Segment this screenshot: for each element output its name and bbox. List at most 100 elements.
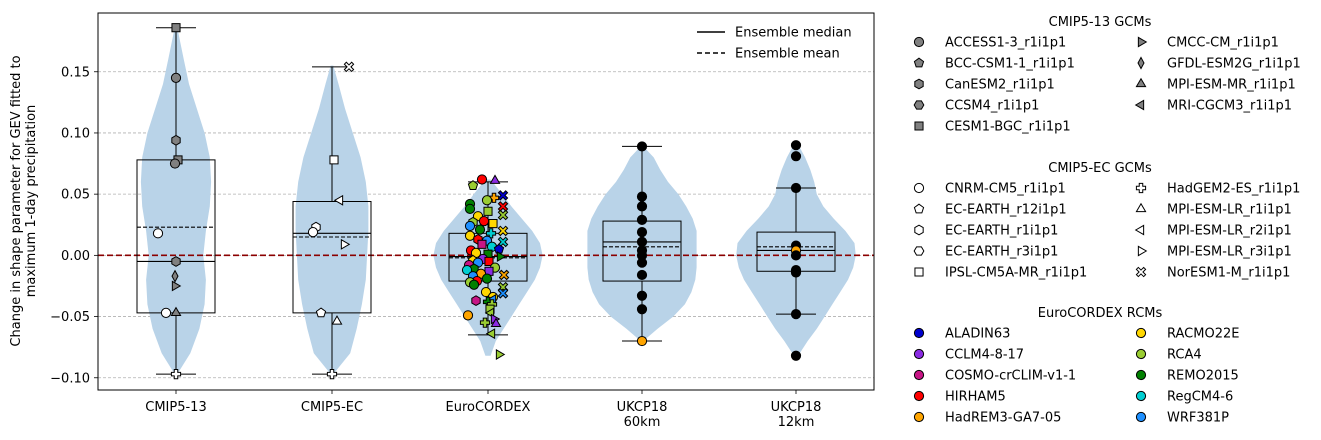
- plot-frame: [97, 12, 875, 391]
- legend-entry-label: MPI-ESM-MR_r1i1p1: [1167, 78, 1296, 93]
- box: [292, 201, 372, 314]
- data-point: [462, 310, 474, 321]
- data-point: [496, 251, 507, 263]
- legend-marker: [1135, 327, 1147, 339]
- data-point: [790, 140, 802, 151]
- legend-entry-label: CESM1-BGC_r1i1p1: [945, 120, 1071, 135]
- x-tick-label: CMIP5-EC: [301, 400, 363, 415]
- data-point: [152, 228, 164, 239]
- y-tick-label: −0.05: [50, 310, 90, 325]
- data-point: [485, 228, 497, 239]
- x-tick-label-line: UKCP18: [617, 400, 668, 415]
- legend-entry-label: CanESM2_r1i1p1: [945, 78, 1055, 93]
- legend-marker: [1134, 224, 1145, 236]
- data-point: [636, 191, 648, 202]
- data-point: [636, 304, 648, 315]
- legend-marker: [1135, 348, 1147, 360]
- data-point: [171, 134, 181, 146]
- data-point: [636, 290, 648, 301]
- legend-section-title: EuroCORDEX RCMs: [1038, 306, 1163, 321]
- legend-entry-label: CMCC-CM_r1i1p1: [1167, 36, 1279, 51]
- legend-marker: [913, 369, 925, 381]
- legend-marker: [1135, 411, 1147, 423]
- data-point: [481, 195, 493, 206]
- data-point: [474, 224, 486, 235]
- data-point: [476, 174, 488, 185]
- data-point: [636, 336, 648, 347]
- data-point: [483, 206, 493, 216]
- data-point: [790, 151, 802, 162]
- legend-marker: [913, 246, 925, 256]
- legend-marker: [913, 203, 925, 214]
- data-point: [333, 194, 344, 206]
- data-point: [790, 350, 802, 361]
- x-tick-label-line: 12km: [778, 415, 815, 430]
- data-point: [488, 218, 498, 229]
- x-tick-label-line: UKCP18: [771, 400, 822, 415]
- data-point: [497, 190, 509, 201]
- data-point: [170, 368, 182, 380]
- x-tick-label-line: EuroCORDEX: [446, 400, 531, 415]
- legend-entry-label: EC-EARTH_r3i1p1: [945, 245, 1058, 260]
- legend-entry-label: REMO2015: [1167, 369, 1239, 384]
- legend-marker: [1135, 266, 1147, 278]
- legend-marker: [913, 390, 925, 402]
- legend-marker: [914, 267, 924, 277]
- data-point: [464, 220, 476, 232]
- data-point: [171, 269, 179, 283]
- legend-section-title: CMIP5-13 GCMs: [1049, 15, 1152, 30]
- x-tick-label: CMIP5-13: [145, 400, 206, 415]
- violin: [295, 65, 369, 375]
- data-point: [497, 287, 509, 299]
- legend-marker: [914, 78, 924, 90]
- data-point: [485, 328, 496, 340]
- data-point: [464, 203, 476, 214]
- axes: −0.10 −0.05 0.00 0.05 0.10 0.15 Change in shap…: [9, 55, 821, 430]
- legend-marker: [1135, 369, 1147, 381]
- legend-line-label: Ensemble mean: [735, 47, 840, 62]
- legend-entry-label: MPI-ESM-LR_r3i1p1: [1167, 245, 1292, 260]
- data-points: [152, 23, 802, 380]
- data-point: [171, 256, 181, 267]
- data-point: [326, 368, 338, 380]
- legend-marker: [913, 411, 925, 423]
- legend-marker: [1135, 77, 1147, 88]
- legend-marker: [1135, 390, 1147, 402]
- x-tick-label-line: 60km: [624, 415, 661, 430]
- x-tick-label: UKCP18 60km: [617, 400, 668, 430]
- y-tick-label: 0.05: [61, 188, 90, 203]
- legend-entry-label: COSMO-crCLIM-v1-1: [945, 369, 1076, 384]
- legend-entry-label: CCSM4_r1i1p1: [945, 99, 1039, 114]
- legend-marker: [1134, 99, 1145, 111]
- legend-entry-label: MPI-ESM-LR_r2i1p1: [1167, 224, 1292, 239]
- legend-marker: [913, 100, 925, 110]
- legend-entry-label: EC-EARTH_r12i1p1: [945, 203, 1067, 218]
- data-point: [171, 280, 182, 292]
- y-axis-label: Change in shape parameter for GEV fitted…: [9, 55, 39, 346]
- legend-marker: [913, 57, 925, 68]
- legend-entry-label: GFDL-ESM2G_r1i1p1: [1167, 57, 1301, 72]
- legend-marker: [914, 121, 924, 131]
- marker-legend: CMIP5-13 GCMs ACCESS1-3_r1i1p1 BCC-CSM1-1_…: [913, 15, 1301, 426]
- data-point: [636, 141, 648, 152]
- legend-entry-label: BCC-CSM1-1_r1i1p1: [945, 57, 1075, 72]
- data-point: [471, 295, 481, 307]
- legend-entry-label: ALADIN63: [945, 327, 1010, 342]
- data-point: [636, 236, 648, 247]
- data-point: [170, 72, 182, 83]
- legend-entry-label: ACCESS1-3_r1i1p1: [945, 36, 1066, 51]
- y-tick-label: 0.10: [61, 126, 90, 141]
- x-tick-label-line: CMIP5-13: [145, 400, 206, 415]
- legend-section-title: CMIP5-EC GCMs: [1048, 161, 1152, 176]
- data-point: [790, 309, 802, 320]
- legend-marker: [1137, 36, 1148, 48]
- data-point: [171, 23, 181, 33]
- legend-entry-label: NorESM1-M_r1i1p1: [1167, 266, 1290, 281]
- data-point: [790, 267, 802, 278]
- data-point: [497, 236, 509, 248]
- data-point: [464, 230, 476, 241]
- data-point: [479, 317, 491, 328]
- data-point: [636, 257, 648, 268]
- x-tick-label: EuroCORDEX: [446, 400, 531, 415]
